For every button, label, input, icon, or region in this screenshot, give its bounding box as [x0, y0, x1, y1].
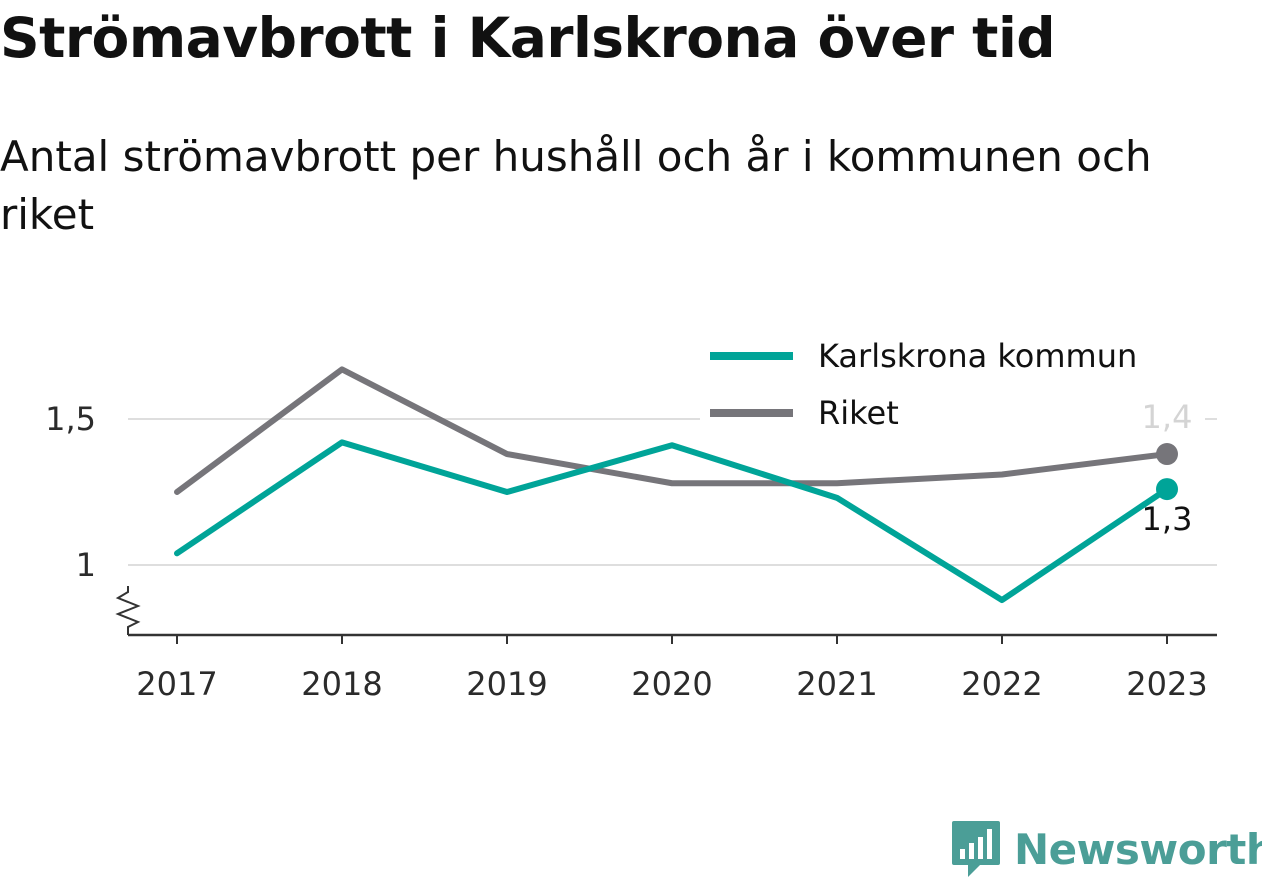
newsworthy-logo[interactable]: Newsworthy: [950, 818, 1262, 880]
x-tick-label: 2021: [796, 665, 877, 703]
chart-title: Strömavbrott i Karlskrona över tid: [0, 6, 1056, 70]
legend-label: Riket: [818, 394, 899, 432]
newsworthy-logo-icon: [952, 821, 1000, 877]
end-point-karlskrona: [1156, 478, 1178, 501]
series-line-riket: [174, 366, 1170, 495]
y-tick-label: 1,5: [45, 400, 96, 438]
end-label-riket: 1,4: [1142, 398, 1193, 436]
legend-background: [700, 332, 1205, 442]
x-tick-label: 2019: [466, 665, 547, 703]
end-point-riket: [1156, 443, 1178, 466]
x-tick-label: 2017: [136, 665, 217, 703]
y-tick-label: 1: [76, 546, 96, 584]
x-tick-label: 2022: [961, 665, 1042, 703]
chart-subtitle: Antal strömavbrott per hushåll och år i …: [0, 132, 1152, 239]
x-tick-label: 2020: [631, 665, 712, 703]
x-tick-label: 2023: [1126, 665, 1207, 703]
x-tick-label: 2018: [301, 665, 382, 703]
series-line-karlskrona: [174, 439, 1170, 604]
end-label-karlskrona: 1,3: [1142, 500, 1193, 538]
brand-name: Newsworthy: [1014, 824, 1262, 874]
legend-label: Karlskrona kommun: [818, 337, 1137, 375]
axis-break-icon: [115, 586, 141, 635]
